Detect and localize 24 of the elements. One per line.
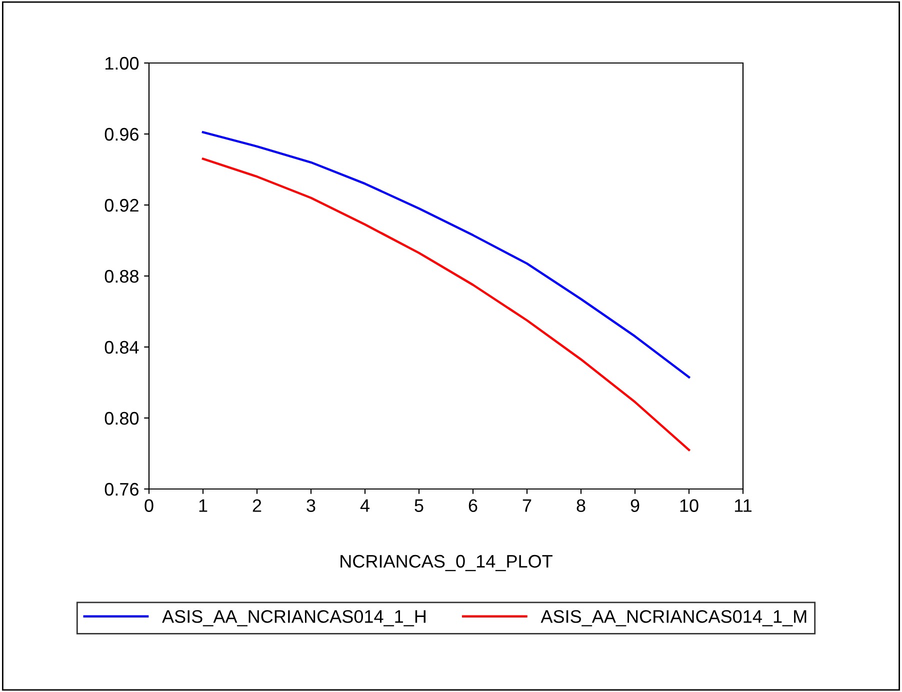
line-series (202, 158, 690, 452)
legend-label: ASIS_AA_NCRIANCAS014_1_H (162, 610, 426, 626)
x-tick-label: 3 (306, 499, 316, 512)
x-tick-label: 1 (199, 499, 208, 512)
x-tick-label: 5 (414, 499, 424, 512)
y-tick-label: 0.80 (104, 412, 139, 425)
x-tick-label: 11 (735, 499, 752, 512)
y-tick-label: 0.76 (104, 482, 138, 496)
x-axis-title: NCRIANCAS_0_14_PLOT (340, 554, 552, 572)
x-tick-label: 8 (576, 499, 586, 512)
y-tick-label: 0.92 (104, 198, 138, 212)
x-tick-label: 10 (680, 499, 698, 512)
line-series (202, 131, 690, 378)
x-tick-label: 2 (252, 499, 262, 512)
x-tick-label: 7 (522, 499, 532, 512)
y-tick-label: 0.84 (104, 340, 139, 354)
legend-label: ASIS_AA_NCRIANCAS014_1_M (540, 610, 806, 626)
y-tick-label: 0.96 (104, 128, 138, 141)
x-tick-label: 0 (144, 499, 154, 512)
x-tick-label: 9 (630, 499, 640, 512)
x-tick-label: 4 (360, 499, 370, 512)
x-tick-label: 6 (468, 499, 478, 512)
y-tick-label: 0.88 (104, 270, 138, 283)
y-tick-label: 1.00 (106, 56, 139, 70)
